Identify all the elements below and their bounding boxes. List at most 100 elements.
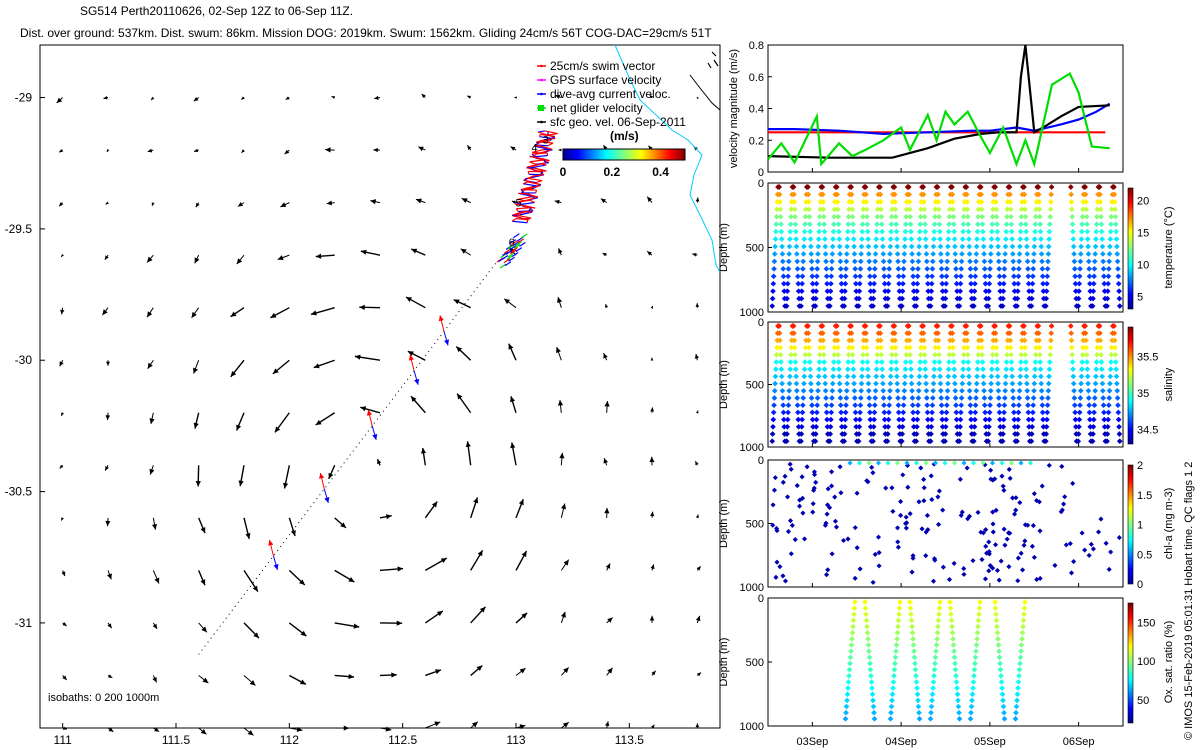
track-segment <box>519 241 526 247</box>
sfc-velocity-arrow-head <box>521 612 528 619</box>
sfc-velocity-arrow-head <box>695 303 700 307</box>
sfc-velocity-arrow-head <box>62 726 67 730</box>
legend-label: net glider velocity <box>550 101 643 115</box>
sfc-velocity-arrow-head <box>396 620 403 626</box>
sfc-velocity-arrow-head <box>519 668 526 674</box>
sfc-velocity-arrow-head <box>151 523 158 530</box>
sfc-velocity-arrow-head <box>285 96 290 100</box>
sfc-velocity-arrow-head <box>326 200 333 206</box>
track-segment <box>540 163 547 166</box>
sfc-velocity-arrow-head <box>59 148 63 153</box>
sfc-velocity-arrow-head <box>555 94 561 99</box>
sfc-velocity-arrow-head <box>360 249 367 255</box>
track-segment <box>522 181 529 185</box>
sfc-velocity-arrow-head <box>385 514 392 520</box>
sfc-velocity-arrow-head <box>152 623 158 629</box>
sfc-velocity-arrow-head <box>434 721 441 727</box>
sfc-velocity-arrow-head <box>315 419 322 425</box>
sfc-velocity-arrow-head <box>191 311 197 318</box>
sfc-velocity-arrow-head <box>605 96 609 99</box>
sfc-velocity-arrow-head <box>62 622 67 626</box>
track-segment <box>515 199 531 203</box>
sfc-velocity-arrow-head <box>508 343 514 350</box>
map-xtick-label: 111 <box>54 733 73 747</box>
track-segment <box>511 246 519 252</box>
sfc-velocity-arrow-head <box>435 669 441 675</box>
swim-vector-head <box>268 539 274 546</box>
sfc-velocity-arrow-head <box>558 148 562 152</box>
track-segment <box>517 238 524 244</box>
sfc-velocity-arrow-head <box>59 464 64 469</box>
sfc-velocity-arrow-head <box>340 522 347 528</box>
track-segment <box>512 233 520 239</box>
track-segment <box>507 244 515 250</box>
sfc-velocity-arrow-head <box>284 149 290 155</box>
sfc-velocity-arrow-head <box>299 579 305 585</box>
track-segment <box>543 137 556 142</box>
sfc-velocity-arrow-head <box>241 149 245 153</box>
track-segment <box>541 158 550 162</box>
sfc-velocity-arrow-head <box>649 95 653 99</box>
track-segment <box>514 203 529 208</box>
sfc-velocity-arrow-head <box>602 253 607 257</box>
sfc-velocity-arrow-head <box>460 248 467 254</box>
sfc-velocity-arrow-head <box>440 558 447 564</box>
dac-vector-head <box>414 378 420 385</box>
track-segment <box>504 261 512 267</box>
legend-swatch-marker <box>540 64 543 68</box>
dac-vector-head <box>273 564 279 570</box>
dac-vector-head <box>444 339 450 346</box>
sfc-velocity-arrow-head <box>563 559 569 566</box>
sfc-velocity-arrow-head <box>277 255 284 261</box>
track-segment <box>511 240 518 246</box>
sfc-velocity-arrow-head <box>62 675 67 680</box>
sfc-velocity-arrow-head <box>106 149 110 153</box>
sfc-velocity-arrow-head <box>108 727 114 732</box>
sfc-velocity-arrow-head <box>418 146 424 152</box>
sfc-velocity-arrow-head <box>407 351 414 357</box>
sfc-velocity-arrow-head <box>61 571 66 577</box>
sfc-velocity-arrow-head <box>374 95 379 100</box>
track-segment <box>520 233 528 239</box>
sfc-velocity-arrow-head <box>510 396 516 403</box>
sfc-velocity-arrow-head <box>360 406 367 412</box>
sfc-velocity-arrow-head <box>313 363 320 369</box>
sfc-velocity-arrow-head <box>696 96 699 100</box>
map-xtick-label: 113.5 <box>615 733 644 747</box>
sfc-velocity-arrow-head <box>300 630 307 637</box>
sfc-velocity-arrow-head <box>103 96 108 100</box>
sfc-velocity-arrow-head <box>696 672 702 677</box>
sfc-velocity-arrow-head <box>519 724 526 730</box>
swim-vector-head <box>438 315 444 322</box>
sfc-velocity-arrow-head <box>562 722 569 728</box>
sfc-velocity-arrow-head <box>348 576 355 582</box>
map-xtick-label: 111.5 <box>162 733 191 747</box>
track-segment <box>532 154 548 158</box>
sfc-velocity-arrow-head <box>253 632 259 639</box>
track-segment <box>527 177 543 182</box>
sfc-velocity-arrow-head <box>331 96 335 99</box>
track-segment <box>511 211 524 216</box>
sfc-velocity-arrow-head <box>647 251 652 256</box>
track-segment <box>539 145 553 151</box>
sfc-velocity-arrow-head <box>692 253 697 257</box>
swim-vector-head <box>366 409 373 416</box>
track-segment <box>529 155 541 159</box>
sfc-velocity-arrow-head <box>650 511 655 517</box>
sfc-velocity-arrow-head <box>465 441 471 448</box>
sfc-velocity-arrow-head <box>230 311 237 317</box>
map-colorbar-tick: 0 <box>560 165 567 179</box>
sfc-velocity-arrow-head <box>151 96 155 101</box>
sfc-velocity-arrow-head <box>411 248 418 254</box>
sfc-velocity-arrow-head <box>695 723 700 728</box>
map-colorbar-label: (m/s) <box>610 129 639 143</box>
glider-track <box>198 260 499 655</box>
sfc-velocity-arrow-head <box>650 407 655 412</box>
legend-swatch-marker <box>538 105 544 111</box>
legend-label: sfc geo. vel. 06-Sep-2011 <box>550 115 686 129</box>
map-ytick-label: -29.5 <box>5 222 33 236</box>
sfc-velocity-arrow-head <box>149 468 155 475</box>
sfc-velocity-arrow-head <box>405 297 412 302</box>
figure-stats: Dist. over ground: 537km. Dist. swum: 86… <box>20 26 712 40</box>
sfc-velocity-arrow-head <box>325 147 331 153</box>
